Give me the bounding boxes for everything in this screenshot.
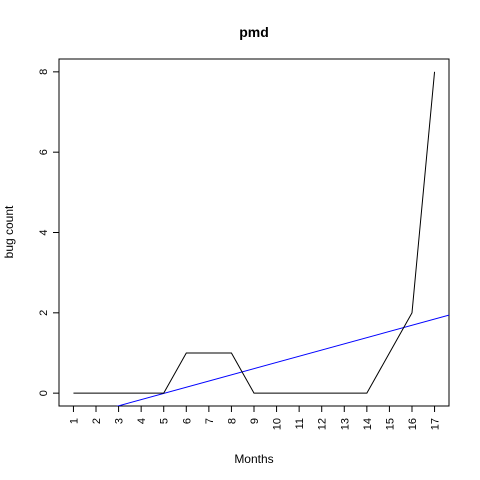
- x-tick-label: 17: [430, 418, 442, 430]
- x-axis-label: Months: [234, 452, 273, 466]
- x-tick-label: 7: [204, 418, 216, 424]
- y-tick-label: 2: [38, 310, 50, 316]
- x-tick-label: 6: [181, 418, 193, 424]
- plot-frame: [58, 58, 450, 407]
- x-tick-label: 12: [317, 418, 329, 430]
- x-tick-label: 1: [68, 418, 80, 424]
- x-tick-label: 15: [384, 418, 396, 430]
- x-tick-label: 2: [91, 418, 103, 424]
- trend-line: [116, 314, 449, 406]
- x-tick-label: 13: [339, 418, 351, 430]
- y-tick-label: 4: [38, 229, 50, 235]
- x-tick-label: 14: [362, 418, 374, 430]
- x-tick-label: 8: [226, 418, 238, 424]
- chart-title: pmd: [239, 24, 269, 40]
- x-tick-label: 9: [249, 418, 261, 424]
- x-tick-label: 16: [407, 418, 419, 430]
- y-tick-label: 0: [38, 390, 50, 396]
- series-line: [73, 71, 436, 394]
- plot-area: [73, 71, 449, 406]
- x-tick-label: 3: [114, 418, 126, 424]
- x-tick-label: 4: [136, 418, 148, 424]
- x-tick-label: 11: [294, 418, 306, 429]
- y-axis: 0 2 4 6 8: [38, 69, 59, 396]
- x-tick-label: 5: [159, 418, 171, 424]
- y-tick-label: 8: [38, 69, 50, 75]
- y-axis-label: bug count: [2, 205, 16, 258]
- x-axis: 1 2 3 4 5 6 7 8 9 10 11 12 13 14 15 16 17: [68, 406, 442, 430]
- y-tick-label: 6: [38, 149, 50, 155]
- x-tick-label: 10: [272, 418, 284, 430]
